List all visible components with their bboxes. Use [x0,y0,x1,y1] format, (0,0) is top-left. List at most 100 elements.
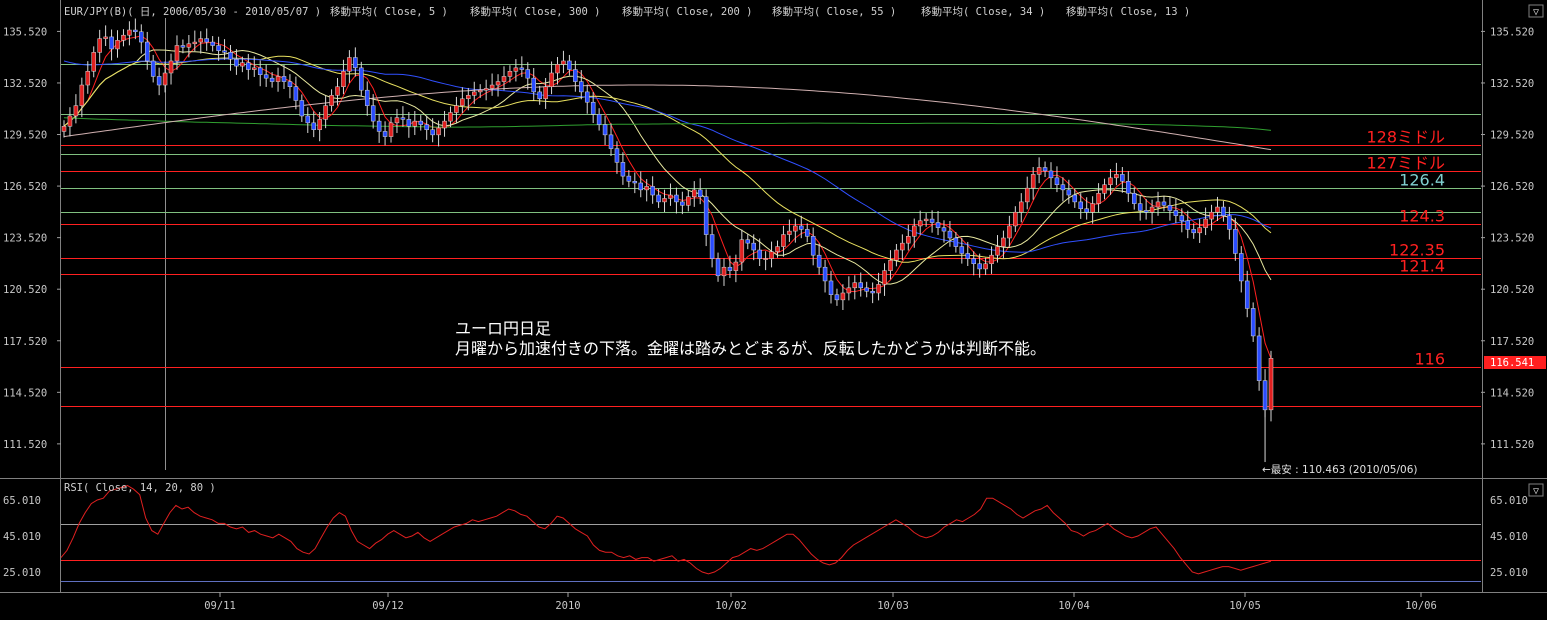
candle-body [240,62,245,67]
price-tick-label-left: 117.520 [3,336,47,348]
annotation-title: ユーロ円日足 [455,319,551,338]
candle-body [448,112,453,122]
rsi-panel-menu-icon: ▽ [1533,486,1539,497]
candle-body [799,225,804,230]
time-tick-label: 09/11 [204,600,236,612]
indicator-ma5-label: 移動平均( Close, 5 ) [330,5,448,18]
rsi-panel-menu-button[interactable] [1528,483,1544,497]
candle-body [400,117,406,120]
candle-body [263,74,269,79]
candle-body [204,38,209,43]
candle-body [1203,218,1208,228]
rsi-panel: 65.010 65.010 45.010 45.010 25.010 25.010 [3,485,1528,582]
candle-body [406,119,412,127]
candle-body [370,105,376,122]
candle-body [965,253,971,259]
candle-body [364,89,370,106]
price-tick-label-right: 132.520 [1490,78,1534,90]
candle-body [323,105,328,120]
candle-body [822,266,828,282]
time-axis: 09/11 09/12 2010 10/02 10/03 10/04 10/05 10/06 [204,592,1437,612]
lowest-price-marker: ←最安 : 110.463 (2010/05/06) [1262,463,1417,476]
time-tick-label: 09/12 [372,600,404,612]
rsi-line [60,485,1272,575]
candle-body [353,57,358,69]
candle-body [156,76,162,86]
ma34-line [63,55,1272,263]
candle-body [412,120,418,127]
candle-body [537,91,542,100]
candle-body [876,284,881,294]
indicator-ma55-label: 移動平均( Close, 55 ) [772,5,896,18]
price-tick-label-left: 126.520 [3,181,47,193]
candle-body [293,86,299,101]
current-price-value: 116.541 [1490,357,1534,369]
candle-body [1108,177,1113,185]
candle-body [430,129,435,136]
candle-body [1072,194,1078,203]
candle-body [810,236,816,256]
candle-body [579,81,584,93]
level-label: 128ミドル [1366,128,1445,147]
candle-body [590,101,596,115]
candle-body [650,186,655,196]
price-tick-label-right: 129.520 [1490,130,1534,142]
candle-body [709,234,715,259]
candle-body [602,124,608,136]
indicator-ma34-label: 移動平均( Close, 34 ) [921,5,1045,18]
level-label: 126.4 [1399,171,1445,190]
candle-body [840,292,846,301]
candle-body [1191,229,1196,234]
candle-body [144,41,150,62]
candle-body [697,189,703,197]
price-tick-label-left: 129.520 [3,130,47,142]
candle-body [989,254,994,265]
candle-body [222,50,227,53]
candle-body [501,76,507,82]
candle-body [1167,205,1173,211]
candle-body [305,115,311,124]
candle-body [668,194,673,199]
rsi-tick-label-right: 65.010 [1490,495,1528,507]
candle-body [816,254,822,268]
candle-body [953,237,959,247]
candle-body [127,29,132,36]
price-panel-menu-button[interactable] [1528,4,1544,18]
candle-body [1036,167,1042,175]
level-label: 124.3 [1399,207,1445,226]
candle-body [1197,227,1202,234]
candle-body [596,113,602,125]
indicator-ma300-label: 移動平均( Close, 300 ) [470,5,601,18]
candle-body [935,222,941,228]
price-tick-label-right: 135.520 [1490,26,1534,38]
candle-body [912,225,917,237]
price-tick-label-right: 120.520 [1490,284,1534,296]
time-tick-label: 10/02 [715,600,747,612]
rsi-tick-label-right: 25.010 [1490,567,1528,579]
candle-body [210,41,215,46]
candle-body [959,246,965,254]
candle-body [67,115,73,127]
candle-body [454,105,459,113]
candle-body [1233,229,1238,254]
candle-body [1102,184,1107,194]
candle-body [1244,280,1250,309]
candle-body [680,201,685,206]
candle-body [757,249,762,259]
ma5-line [63,35,1272,359]
candle-body [632,181,638,184]
candle-body [460,98,465,106]
chart-title: EUR/JPY(B)( 日, 2006/05/30 - 2010/05/07 ) [64,6,321,18]
candle-body [614,148,620,163]
candle-body [787,230,792,235]
candle-body [1227,215,1232,230]
candle-body [1096,193,1101,204]
candle-body [228,52,233,60]
candle-body [1054,177,1060,185]
candle-body [1066,189,1072,196]
level-label: 116 [1414,350,1445,369]
candle-body [804,229,810,237]
price-tick-label-left: 120.520 [3,284,47,296]
candle-body [317,119,322,130]
